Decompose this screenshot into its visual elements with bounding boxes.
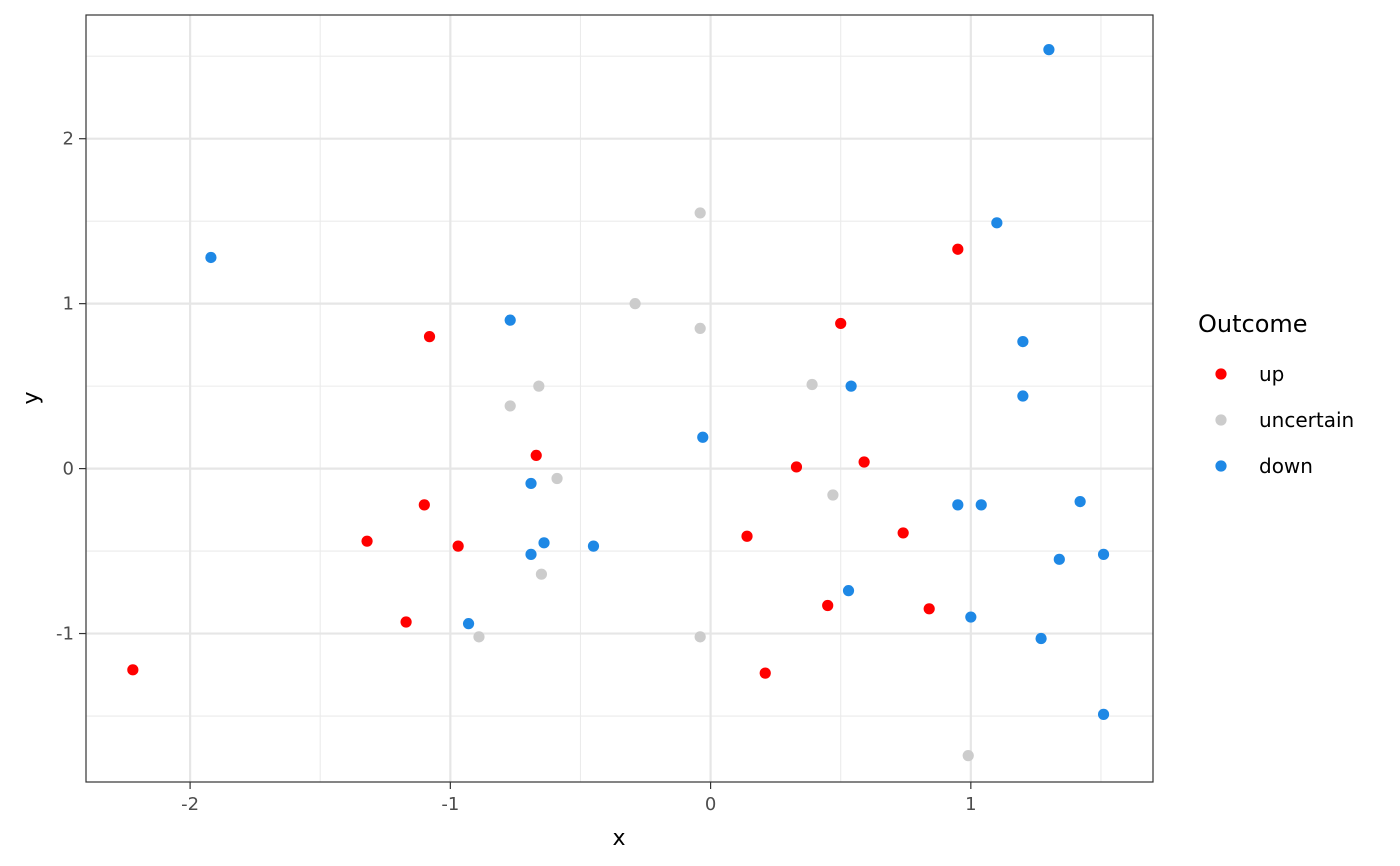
point-up bbox=[790, 461, 803, 473]
point-up bbox=[127, 664, 139, 676]
point-up bbox=[741, 530, 753, 542]
y-tick-label: 2 bbox=[63, 129, 74, 150]
point-down bbox=[504, 314, 516, 326]
point-down bbox=[525, 477, 537, 490]
point-down bbox=[697, 431, 709, 443]
point-down bbox=[952, 499, 964, 511]
point-up bbox=[952, 243, 964, 255]
major-gridlines bbox=[86, 15, 1153, 782]
point-uncertain bbox=[535, 568, 548, 580]
legend-items: up uncertain down bbox=[1215, 362, 1354, 478]
x-tick-label: -1 bbox=[441, 794, 459, 815]
point-uncertain bbox=[806, 378, 818, 391]
point-down bbox=[991, 217, 1003, 229]
point-up bbox=[923, 603, 935, 615]
plot-panel bbox=[86, 15, 1153, 782]
x-axis-title: x bbox=[612, 826, 625, 851]
point-up bbox=[897, 527, 909, 539]
point-uncertain bbox=[827, 489, 839, 501]
point-down bbox=[1074, 495, 1086, 508]
point-uncertain bbox=[551, 472, 563, 485]
point-uncertain bbox=[962, 750, 974, 762]
point-uncertain bbox=[473, 631, 485, 643]
point-up bbox=[858, 456, 870, 468]
minor-gridlines bbox=[86, 15, 1153, 782]
legend-label-uncertain: uncertain bbox=[1259, 408, 1354, 432]
y-axis: -1 0 1 2 bbox=[56, 129, 86, 645]
point-down bbox=[538, 537, 550, 549]
point-down bbox=[1053, 553, 1065, 565]
point-uncertain bbox=[533, 380, 545, 392]
point-down bbox=[462, 618, 475, 630]
point-down bbox=[1043, 44, 1055, 56]
x-tick-label: -2 bbox=[181, 794, 199, 815]
point-down bbox=[525, 548, 537, 560]
point-uncertain bbox=[694, 322, 706, 334]
y-axis-title: y bbox=[19, 391, 44, 404]
point-up bbox=[835, 317, 847, 330]
legend-label-up: up bbox=[1259, 362, 1284, 386]
x-axis: -2 -1 0 1 bbox=[181, 782, 977, 815]
point-down bbox=[975, 499, 987, 511]
point-down bbox=[1097, 708, 1110, 720]
point-up bbox=[822, 599, 834, 612]
legend-title: Outcome bbox=[1198, 310, 1308, 338]
point-uncertain bbox=[504, 400, 516, 412]
legend-key-down bbox=[1215, 460, 1227, 472]
legend: Outcome up uncertain down bbox=[1198, 310, 1354, 478]
point-uncertain bbox=[694, 207, 706, 219]
point-up bbox=[418, 499, 430, 511]
legend-key-uncertain bbox=[1215, 414, 1227, 426]
point-up bbox=[423, 331, 436, 343]
point-down bbox=[1035, 632, 1047, 645]
y-tick-label: 1 bbox=[63, 294, 74, 315]
point-down bbox=[845, 380, 857, 392]
point-up bbox=[452, 540, 464, 552]
point-down bbox=[587, 540, 600, 552]
legend-label-down: down bbox=[1259, 454, 1313, 478]
point-down bbox=[842, 585, 855, 597]
point-down bbox=[965, 611, 977, 623]
point-down bbox=[1017, 335, 1029, 348]
point-down bbox=[1017, 390, 1029, 402]
y-tick-label: -1 bbox=[56, 624, 74, 645]
point-up bbox=[759, 667, 771, 679]
x-tick-label: 1 bbox=[965, 794, 976, 815]
plot-panel-border bbox=[85, 14, 1154, 783]
point-up bbox=[530, 449, 542, 462]
point-uncertain bbox=[629, 298, 641, 310]
legend-key-up bbox=[1215, 368, 1227, 380]
y-tick-label: 0 bbox=[63, 459, 74, 480]
point-down bbox=[1097, 548, 1110, 560]
point-up bbox=[400, 616, 412, 628]
point-up bbox=[361, 535, 373, 547]
data-points bbox=[127, 44, 1110, 762]
point-uncertain bbox=[694, 631, 706, 643]
point-down bbox=[205, 251, 217, 264]
x-tick-label: 0 bbox=[705, 794, 716, 815]
